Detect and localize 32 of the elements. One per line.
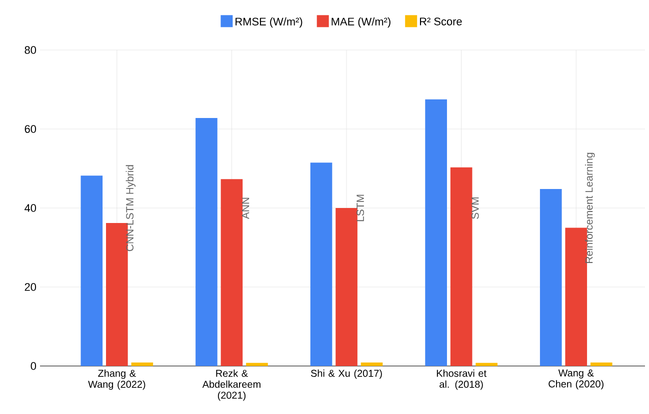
annotation: SVM	[471, 198, 479, 219]
legend-label: MAE (W/m²)	[332, 17, 390, 28]
x-tick-label: Shi & Xu (2017)	[310, 370, 382, 379]
y-tick-label: 40	[24, 204, 36, 212]
bar	[220, 179, 243, 366]
x-tick-label: Wang & Chen (2020)	[548, 370, 604, 390]
bar	[360, 362, 383, 366]
x-tick-label: Rezk & Abdelkareem (2021)	[202, 370, 260, 401]
legend-label: RMSE (W/m²)	[236, 17, 302, 28]
y-tick-label: 20	[24, 283, 36, 291]
y-tick-label: 80	[24, 46, 36, 54]
bar	[246, 362, 268, 366]
bar	[131, 362, 154, 366]
x-tick-label: Zhang & Wang (2022)	[88, 370, 146, 390]
annotation: ANN	[242, 198, 250, 220]
bar	[106, 223, 128, 366]
bar	[425, 99, 447, 366]
x-tick-label: Khosravi et al. (2018)	[436, 370, 486, 390]
bar	[450, 167, 472, 366]
bar	[476, 362, 498, 366]
y-tick-label: 0	[30, 362, 36, 370]
bar	[310, 162, 332, 366]
bar	[80, 176, 103, 366]
legend-label: R² Score	[420, 18, 462, 26]
bar	[336, 208, 358, 366]
bar	[590, 362, 612, 366]
annotation: CNN-LSTM Hybrid	[126, 165, 136, 252]
bar	[196, 118, 218, 366]
y-tick-label: 60	[24, 125, 36, 133]
annotation: Reinforcement Learning	[585, 152, 595, 263]
bar	[540, 189, 562, 366]
annotation: LSTM	[356, 194, 364, 222]
